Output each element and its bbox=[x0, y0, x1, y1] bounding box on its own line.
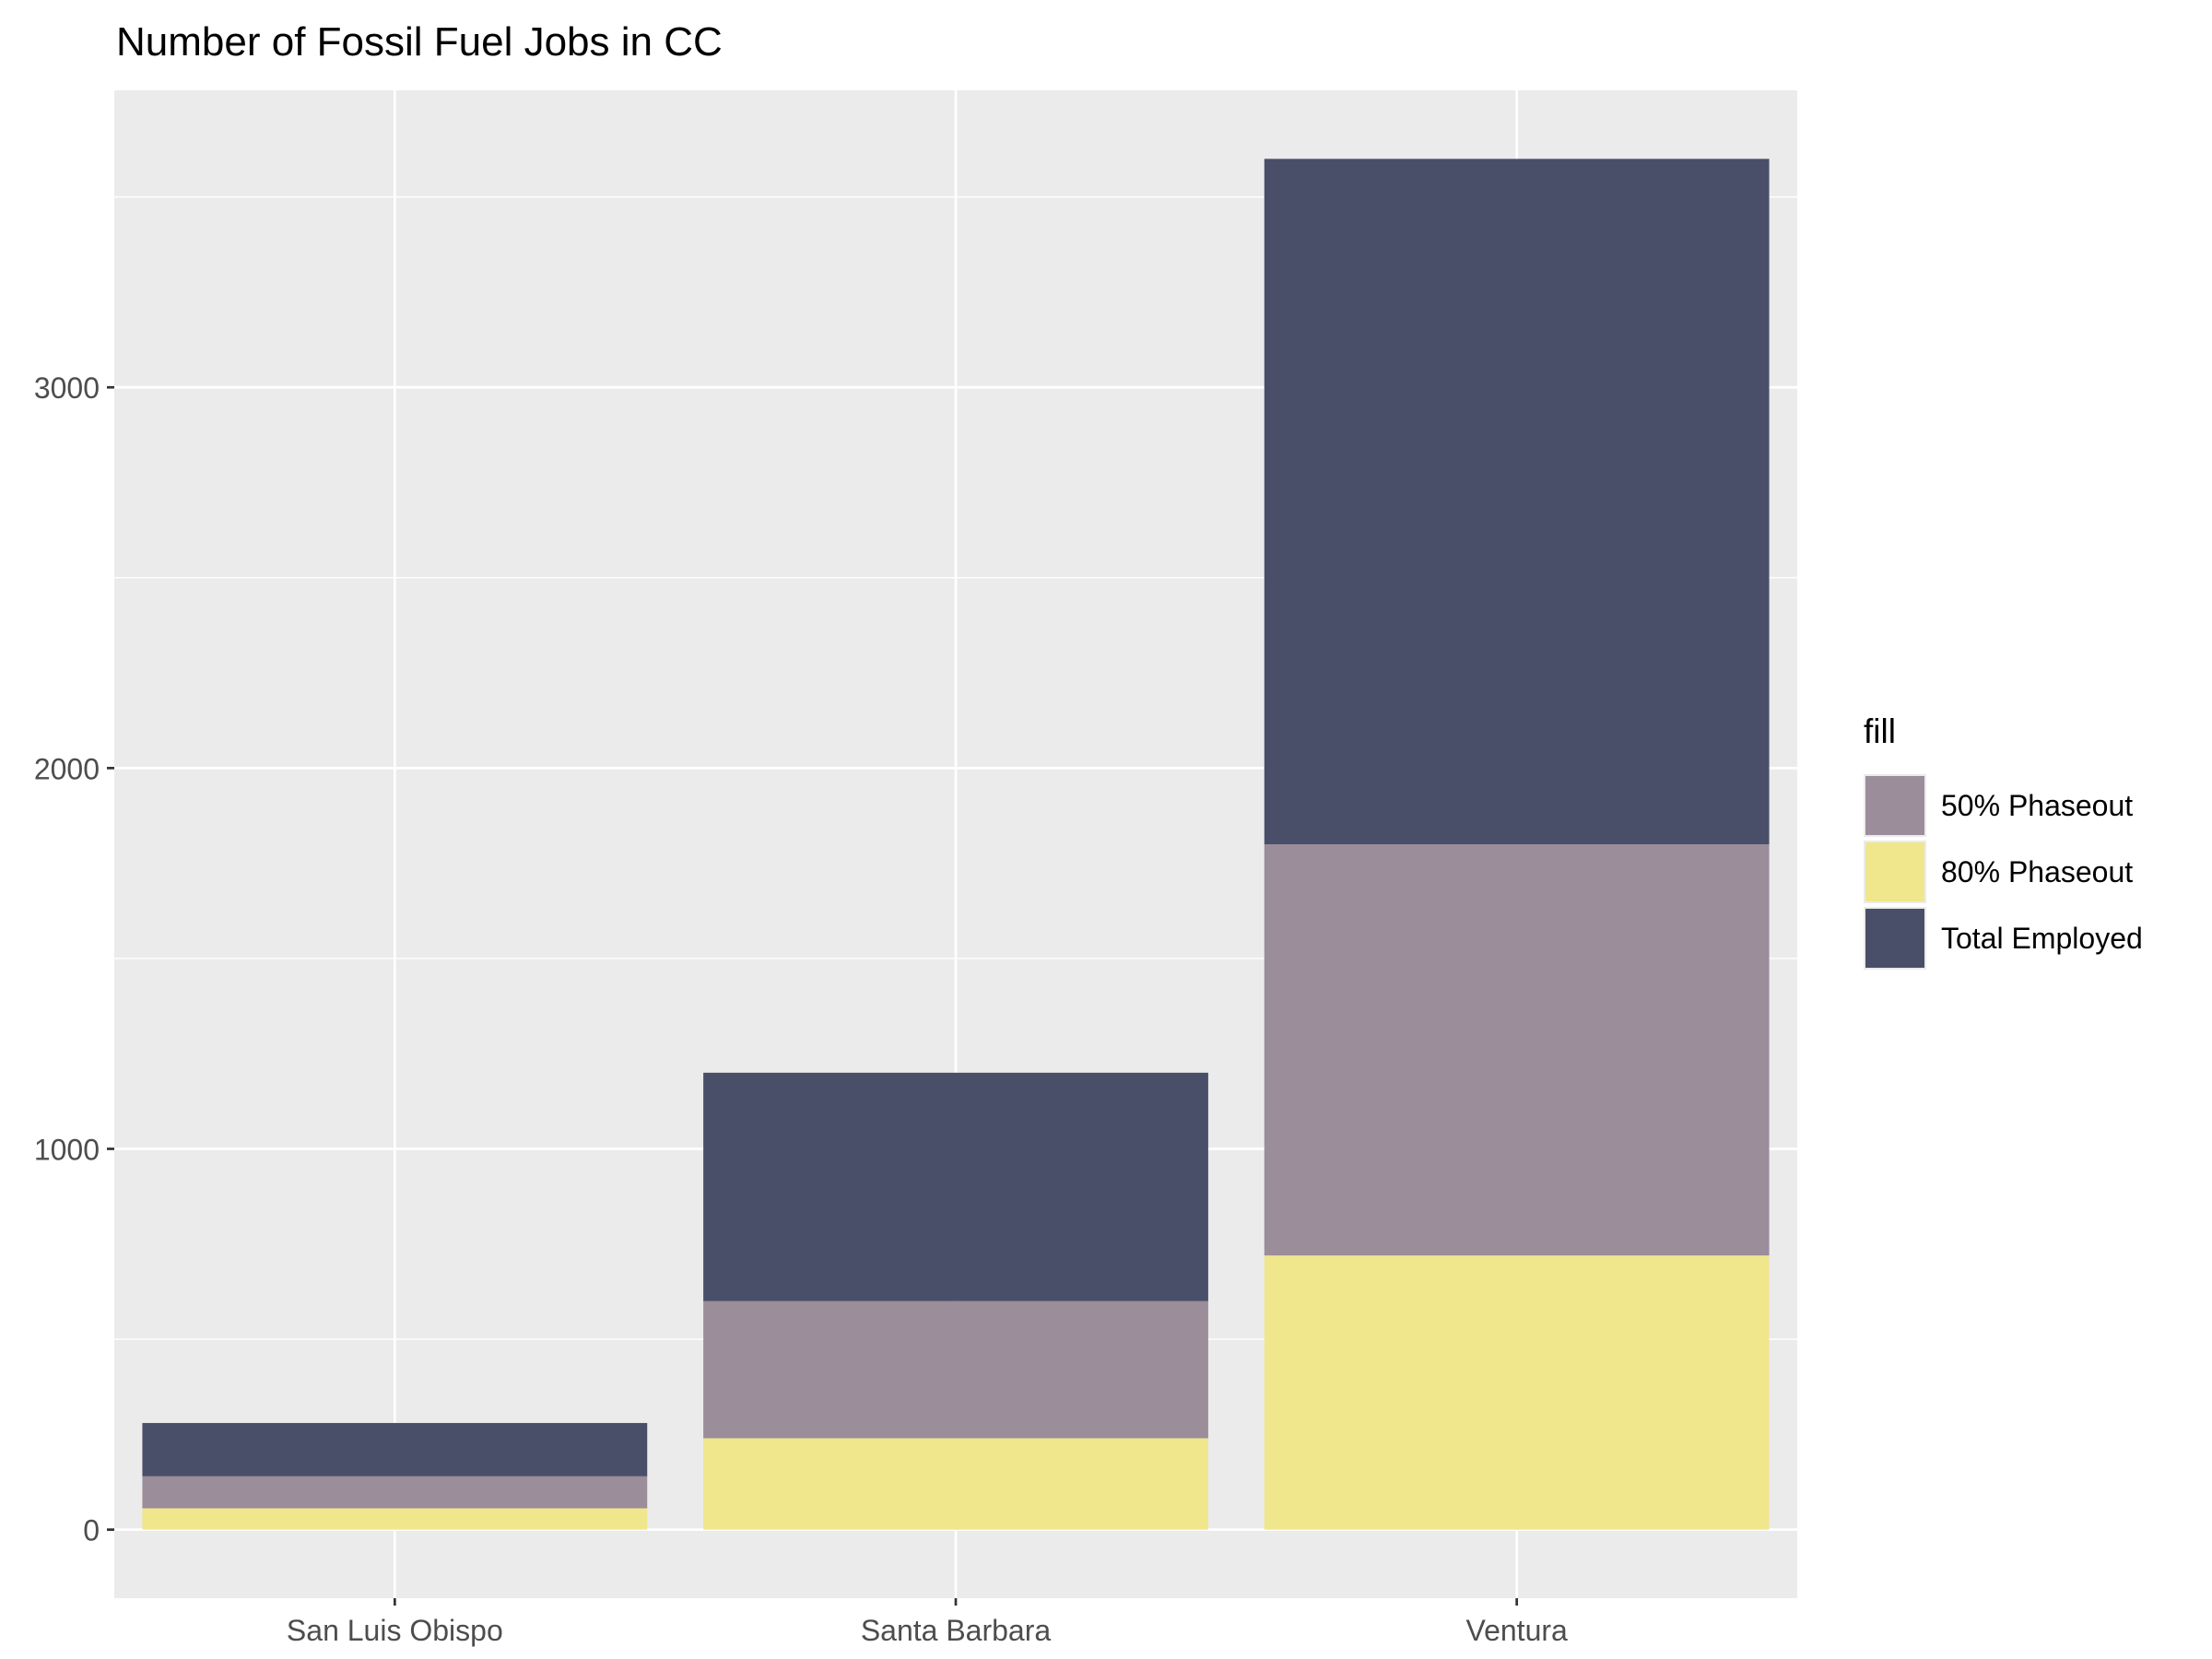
legend-swatch-80-phaseout bbox=[1865, 842, 1924, 901]
y-tick-label: 0 bbox=[83, 1514, 100, 1547]
y-tick-label: 1000 bbox=[34, 1134, 100, 1167]
legend-swatch-50-phaseout bbox=[1865, 776, 1924, 835]
bar-santa-barbara-80-phaseout bbox=[703, 1438, 1208, 1530]
bars bbox=[142, 159, 1770, 1530]
bar-san-luis-obispo-total-employed bbox=[142, 1422, 648, 1477]
legend-title: fill bbox=[1864, 712, 1896, 750]
legend-label-50-phaseout: 50% Phaseout bbox=[1941, 789, 2133, 822]
x-tick-label-ventura: Ventura bbox=[1466, 1614, 1569, 1647]
legend-label-80-phaseout: 80% Phaseout bbox=[1941, 855, 2133, 888]
bar-santa-barbara-50-phaseout bbox=[703, 1300, 1208, 1439]
legend: fill 50% Phaseout 80% Phaseout Total Employ… bbox=[1864, 712, 2143, 970]
x-tick-label-santa-barbara: Santa Barbara bbox=[861, 1614, 1052, 1647]
bar-ventura-total-employed bbox=[1264, 159, 1770, 844]
chart-title: Number of Fossil Fuel Jobs in CC bbox=[116, 19, 723, 65]
legend-swatch-total-employed bbox=[1865, 909, 1924, 968]
bar-san-luis-obispo-80-phaseout bbox=[142, 1508, 648, 1530]
x-tick-label-san-luis-obispo: San Luis Obispo bbox=[287, 1614, 503, 1647]
legend-label-total-employed: Total Employed bbox=[1941, 922, 2143, 955]
y-axis: 0 1000 2000 3000 bbox=[34, 371, 114, 1547]
bar-san-luis-obispo-50-phaseout bbox=[142, 1476, 648, 1509]
y-tick-label: 3000 bbox=[34, 371, 100, 405]
y-tick-label: 2000 bbox=[34, 752, 100, 785]
bar-ventura-80-phaseout bbox=[1264, 1255, 1770, 1530]
x-axis: San Luis Obispo Santa Barbara Ventura bbox=[287, 1598, 1568, 1647]
bar-santa-barbara-total-employed bbox=[703, 1072, 1208, 1301]
bar-ventura-50-phaseout bbox=[1264, 844, 1770, 1256]
